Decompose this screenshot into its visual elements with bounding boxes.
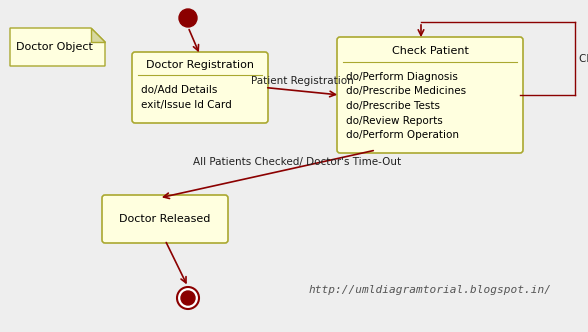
Text: Doctor Registration: Doctor Registration: [146, 60, 254, 70]
Text: All Patients Checked/ Doctor's Time-Out: All Patients Checked/ Doctor's Time-Out: [193, 157, 402, 167]
Text: do/Perform Operation: do/Perform Operation: [346, 130, 459, 140]
Circle shape: [181, 291, 195, 305]
FancyBboxPatch shape: [337, 37, 523, 153]
Polygon shape: [91, 28, 105, 42]
Circle shape: [177, 287, 199, 309]
Text: Check Patient: Check Patient: [392, 46, 469, 56]
Text: do/Prescribe Tests: do/Prescribe Tests: [346, 101, 440, 111]
Text: do/Add Details: do/Add Details: [141, 85, 218, 95]
Text: Doctor Released: Doctor Released: [119, 214, 211, 224]
Text: Doctor Object: Doctor Object: [16, 42, 93, 52]
Text: do/Prescribe Medicines: do/Prescribe Medicines: [346, 86, 466, 96]
FancyBboxPatch shape: [102, 195, 228, 243]
Text: Check All Patients: Check All Patients: [579, 53, 588, 63]
Text: http://umldiagramtorial.blogspot.in/: http://umldiagramtorial.blogspot.in/: [309, 285, 552, 295]
Text: do/Perform Diagnosis: do/Perform Diagnosis: [346, 72, 458, 82]
FancyBboxPatch shape: [132, 52, 268, 123]
Text: Patient Registration: Patient Registration: [251, 76, 354, 87]
Text: do/Review Reports: do/Review Reports: [346, 116, 443, 126]
Circle shape: [179, 9, 197, 27]
Text: exit/Issue Id Card: exit/Issue Id Card: [141, 100, 232, 110]
Polygon shape: [10, 28, 105, 66]
